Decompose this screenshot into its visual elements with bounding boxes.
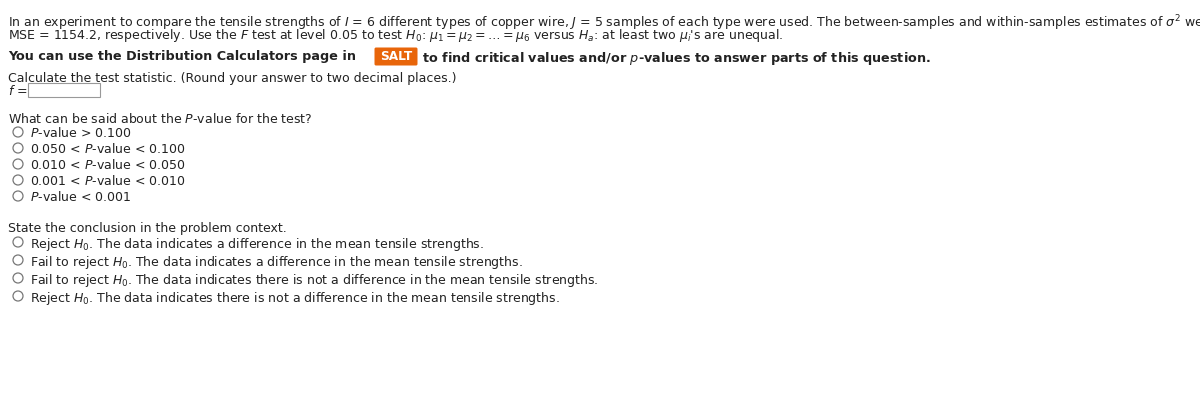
Text: to find critical values and/or $\it{p}$-values to answer parts of this question.: to find critical values and/or $\it{p}$-… — [418, 50, 931, 67]
Text: $\it{P}$-value < 0.001: $\it{P}$-value < 0.001 — [30, 190, 131, 204]
Text: Reject $H_0$. The data indicates a difference in the mean tensile strengths.: Reject $H_0$. The data indicates a diffe… — [30, 236, 484, 253]
Text: 0.010 < $\it{P}$-value < 0.050: 0.010 < $\it{P}$-value < 0.050 — [30, 158, 186, 172]
Text: Fail to reject $H_0$. The data indicates there is not a difference in the mean t: Fail to reject $H_0$. The data indicates… — [30, 272, 599, 289]
Text: In an experiment to compare the tensile strengths of $\it{I}$ = 6 different type: In an experiment to compare the tensile … — [8, 13, 1200, 33]
Text: Calculate the test statistic. (Round your answer to two decimal places.): Calculate the test statistic. (Round you… — [8, 72, 456, 85]
Text: Fail to reject $H_0$. The data indicates a difference in the mean tensile streng: Fail to reject $H_0$. The data indicates… — [30, 254, 523, 271]
FancyBboxPatch shape — [374, 48, 418, 66]
Text: Reject $H_0$. The data indicates there is not a difference in the mean tensile s: Reject $H_0$. The data indicates there i… — [30, 290, 560, 307]
Text: $\it{f}$ =: $\it{f}$ = — [8, 84, 28, 98]
Text: $\it{P}$-value > 0.100: $\it{P}$-value > 0.100 — [30, 126, 132, 140]
Text: SALT: SALT — [380, 50, 412, 63]
Text: MSE = 1154.2, respectively. Use the $\it{F}$ test at level 0.05 to test $H_0$: $: MSE = 1154.2, respectively. Use the $\it… — [8, 27, 784, 44]
Text: State the conclusion in the problem context.: State the conclusion in the problem cont… — [8, 222, 287, 235]
Text: 0.001 < $\it{P}$-value < 0.010: 0.001 < $\it{P}$-value < 0.010 — [30, 174, 186, 188]
Text: 0.050 < $\it{P}$-value < 0.100: 0.050 < $\it{P}$-value < 0.100 — [30, 142, 186, 156]
FancyBboxPatch shape — [28, 83, 100, 97]
Text: What can be said about the $\it{P}$-value for the test?: What can be said about the $\it{P}$-valu… — [8, 112, 312, 126]
Text: You can use the Distribution Calculators page in: You can use the Distribution Calculators… — [8, 50, 360, 63]
